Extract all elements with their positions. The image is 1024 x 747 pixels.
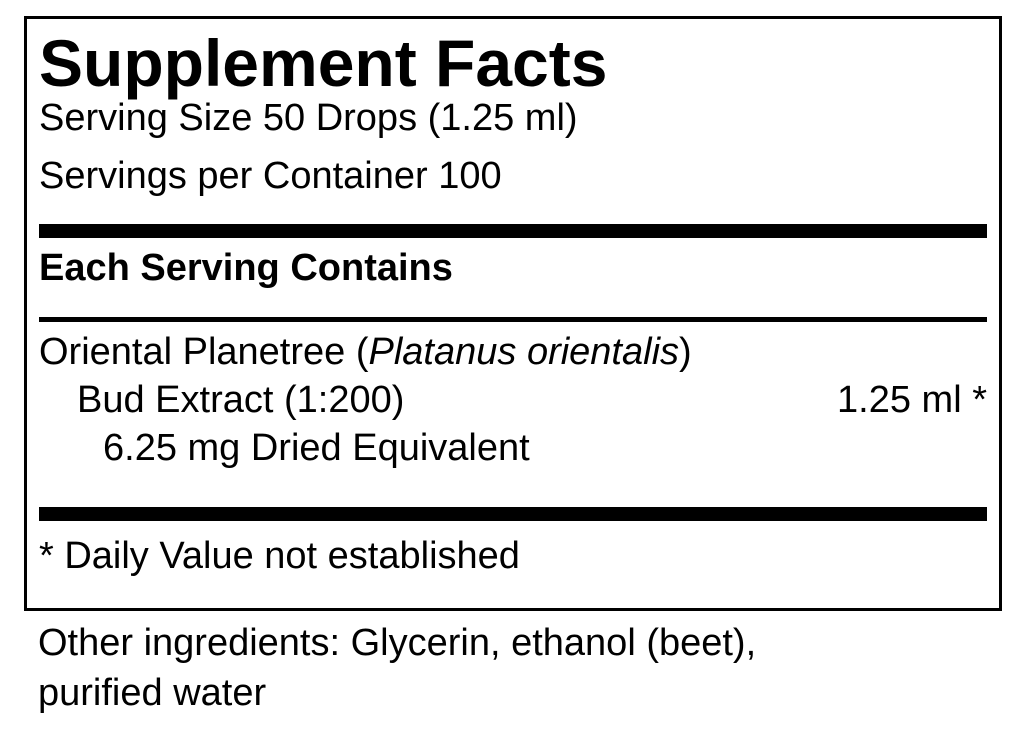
each-serving-header: Each Serving Contains [39,247,453,289]
name-prefix: Oriental Planetree ( [39,331,369,373]
panel-title: Supplement Facts [39,26,608,100]
other-ingredients-line1: Other ingredients: Glycerin, ethanol (be… [38,622,757,664]
ingredient-name: Oriental Planetree (Platanus orientalis) [39,331,692,374]
serving-size: Serving Size 50 Drops (1.25 ml) [39,97,578,139]
latin-name: Platanus orientalis [368,331,680,373]
dried-equivalent: 6.25 mg Dried Equivalent [103,427,530,469]
other-ingredients-line2: purified water [38,672,267,714]
thick-divider [39,224,987,238]
divider [39,317,987,322]
footnote: * Daily Value not established [39,535,520,577]
supplement-facts-panel: Supplement Facts Serving Size 50 Drops (… [24,16,1002,611]
servings-per-container: Servings per Container 100 [39,155,502,197]
ingredient-amount: 1.25 ml * [837,379,987,421]
thick-divider [39,507,987,521]
name-suffix: ) [679,331,692,373]
ingredient-extract: Bud Extract (1:200) [77,379,405,421]
